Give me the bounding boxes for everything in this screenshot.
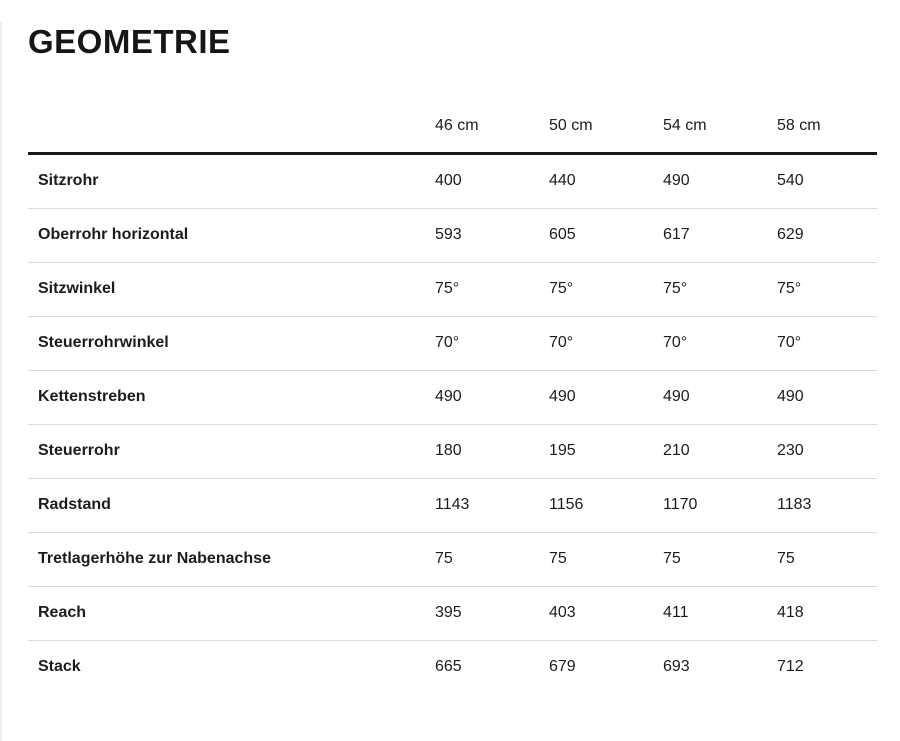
cell-value: 395 xyxy=(435,586,549,641)
row-label: Oberrohr horizontal xyxy=(28,208,435,263)
table-row: Stack 665 679 693 712 xyxy=(28,640,877,694)
column-header-54cm: 54 cm xyxy=(663,99,777,155)
cell-value: 70° xyxy=(777,316,877,371)
cell-value: 230 xyxy=(777,424,877,479)
cell-value: 490 xyxy=(777,370,877,425)
row-label: Sitzrohr xyxy=(28,153,435,209)
cell-value: 440 xyxy=(549,153,663,209)
cell-value: 679 xyxy=(549,658,576,676)
row-label: Sitzwinkel xyxy=(28,262,435,317)
row-label: Radstand xyxy=(28,478,435,533)
cell-value: 75° xyxy=(435,262,549,317)
table-row: Reach 395 403 411 418 xyxy=(28,586,877,641)
cell-value: 593 xyxy=(435,208,549,263)
cell-value: 490 xyxy=(549,370,663,425)
page-title: GEOMETRIE xyxy=(28,23,231,60)
column-header-58cm: 58 cm xyxy=(777,99,877,155)
cell-value: 75° xyxy=(777,262,877,317)
cell-value: 75 xyxy=(777,532,877,587)
cell-value: 1156 xyxy=(549,478,663,533)
table-header-row: 46 cm 50 cm 54 cm 58 cm xyxy=(28,99,877,155)
table-row: Kettenstreben 490 490 490 490 xyxy=(28,370,877,425)
table-row: Steuerrohrwinkel 70° 70° 70° 70° xyxy=(28,316,877,371)
cell-value: 411 xyxy=(663,586,777,641)
cell-value: 70° xyxy=(435,316,549,371)
header-spacer-cell xyxy=(28,99,435,155)
cell-value: 540 xyxy=(777,153,877,209)
row-label: Kettenstreben xyxy=(28,370,435,425)
cell-value: 418 xyxy=(777,586,877,641)
cell-value: 712 xyxy=(777,658,804,676)
cell-value: 75 xyxy=(549,532,663,587)
table-row: Tretlagerhöhe zur Nabenachse 75 75 75 75 xyxy=(28,532,877,587)
row-label: Steuerrohrwinkel xyxy=(28,316,435,371)
cell-value: 617 xyxy=(663,208,777,263)
cell-value: 605 xyxy=(549,208,663,263)
cell-value: 1183 xyxy=(777,478,877,533)
cell-value: 195 xyxy=(549,424,663,479)
column-header-50cm: 50 cm xyxy=(549,99,663,155)
geometry-table: 46 cm 50 cm 54 cm 58 cm Sitzrohr 400 440… xyxy=(28,99,877,694)
table-row: Radstand 1143 1156 1170 1183 xyxy=(28,478,877,533)
cell-value: 665 xyxy=(435,658,462,676)
cell-value: 629 xyxy=(777,208,877,263)
cell-value: 1143 xyxy=(435,478,549,533)
table-row: Oberrohr horizontal 593 605 617 629 xyxy=(28,208,877,263)
cell-value: 400 xyxy=(435,153,549,209)
row-label: Steuerrohr xyxy=(28,424,435,479)
cell-value: 490 xyxy=(663,153,777,209)
cell-value: 1170 xyxy=(663,478,777,533)
table-row: Sitzwinkel 75° 75° 75° 75° xyxy=(28,262,877,317)
cell-value: 490 xyxy=(435,370,549,425)
row-label: Reach xyxy=(28,586,435,641)
viewport-left-edge xyxy=(0,22,2,741)
table-row: Steuerrohr 180 195 210 230 xyxy=(28,424,877,479)
row-label: Tretlagerhöhe zur Nabenachse xyxy=(28,532,435,587)
column-header-46cm: 46 cm xyxy=(435,99,549,155)
cell-value: 490 xyxy=(663,370,777,425)
cell-value: 180 xyxy=(435,424,549,479)
row-label: Stack xyxy=(38,658,81,676)
cell-value: 403 xyxy=(549,586,663,641)
cell-value: 75° xyxy=(663,262,777,317)
cell-value: 70° xyxy=(663,316,777,371)
cell-value: 75° xyxy=(549,262,663,317)
cell-value: 75 xyxy=(663,532,777,587)
cell-value: 210 xyxy=(663,424,777,479)
cell-value: 75 xyxy=(435,532,549,587)
cell-value: 70° xyxy=(549,316,663,371)
cell-value: 693 xyxy=(663,658,690,676)
table-row: Sitzrohr 400 440 490 540 xyxy=(28,153,877,209)
